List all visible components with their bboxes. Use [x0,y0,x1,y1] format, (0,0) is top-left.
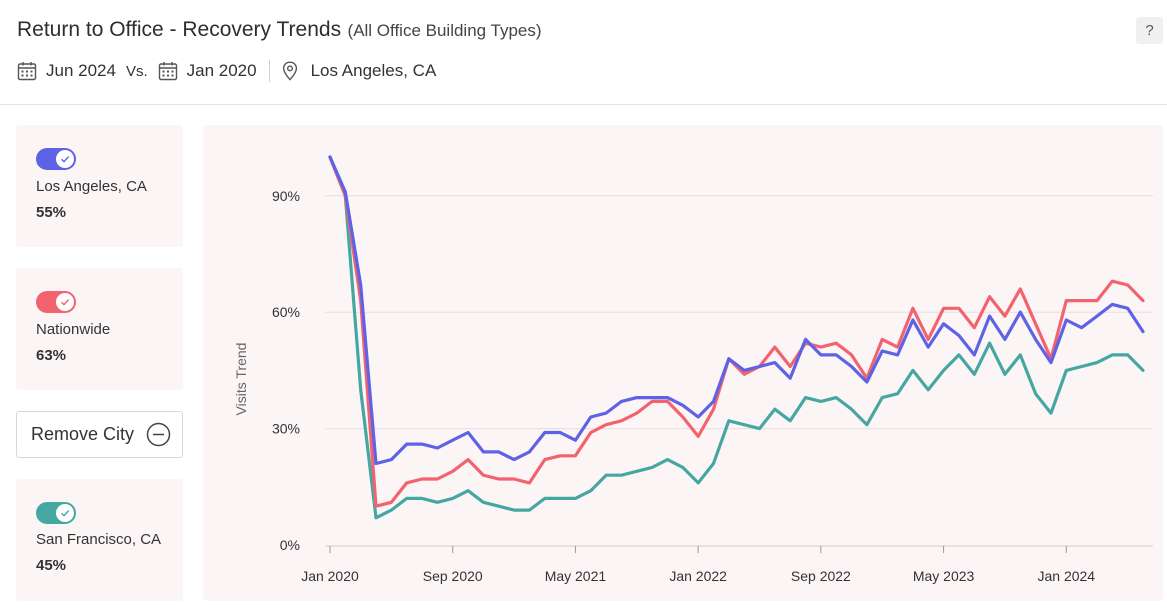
location-pin-icon [282,61,297,81]
calendar-icon[interactable] [17,61,37,81]
header: Return to Office - Recovery Trends (All … [0,0,1167,105]
y-tick-label: 0% [280,537,300,553]
remove-city-label: Remove City [31,424,135,444]
baseline-date-picker[interactable]: Jan 2020 [186,61,257,80]
x-tick-label: Sep 2020 [423,568,483,584]
city-card-nationwide: Nationwide 63% [16,268,183,390]
y-tick-label: 90% [272,188,300,204]
city-name: San Francisco, CA [36,531,162,548]
city-name: Los Angeles, CA [36,178,147,195]
x-tick-label: Jan 2020 [301,568,359,584]
minus-circle-icon [146,422,171,447]
page-subtitle: (All Office Building Types) [347,21,542,40]
x-tick-label: Jan 2022 [669,568,727,584]
y-tick-label: 60% [272,304,300,320]
x-tick-label: May 2023 [913,568,975,584]
series-toggle-nationwide[interactable] [36,291,76,313]
city-card-san-francisco: San Francisco, CA 45% [16,479,183,601]
check-icon [61,299,70,306]
location-selector[interactable]: Los Angeles, CA [310,61,437,80]
city-value: 55% [36,204,67,221]
y-axis-label: Visits Trend [233,343,249,416]
check-icon [61,156,70,163]
toggle-knob [56,150,74,168]
vs-label: Vs. [125,62,148,80]
x-tick-label: May 2021 [545,568,607,584]
page-title: Return to Office - Recovery Trends [17,18,342,41]
series-lines [328,155,1145,520]
line-chart: 0%30%60%90% Jan 2020 Sep 2020 May 2021 Jan … [233,155,1153,584]
series-line-nationwide [328,155,1145,508]
x-tick-label: Jan 2024 [1037,568,1095,584]
series-line-los-angeles-ca [328,155,1145,466]
check-icon [61,510,70,517]
toggle-knob [56,293,74,311]
grid-lines [325,195,1153,430]
filter-row: Jun 2024 Vs. Jan 2020 Los Angeles, CA [17,59,436,83]
x-axis: Jan 2020 Sep 2020 May 2021 Jan 2022 Sep 2022… [301,545,1153,584]
x-tick-label: Sep 2022 [791,568,851,584]
y-axis-ticks: 0% 30% 60% 90% [272,188,300,553]
calendar-icon[interactable] [158,61,178,81]
current-date-picker[interactable]: Jun 2024 [46,61,116,80]
chart-panel: 0% 30% 60% 90% Jan 2020 Sep 2020 May 2021 Jan … [203,125,1163,601]
toggle-knob [56,504,74,522]
help-button[interactable]: ? [1136,17,1163,44]
title-row: Return to Office - Recovery Trends (All … [17,18,542,42]
city-name: Nationwide [36,321,111,338]
remove-city-button[interactable]: Remove City [16,411,183,458]
series-toggle-san-francisco[interactable] [36,502,76,524]
series-line-san-francisco-ca [328,155,1145,520]
city-value: 63% [36,347,67,364]
series-toggle-los-angeles[interactable] [36,148,76,170]
city-card-los-angeles: Los Angeles, CA 55% [16,125,183,247]
divider [268,60,270,82]
y-tick-label: 30% [272,421,300,437]
city-value: 45% [36,557,67,574]
